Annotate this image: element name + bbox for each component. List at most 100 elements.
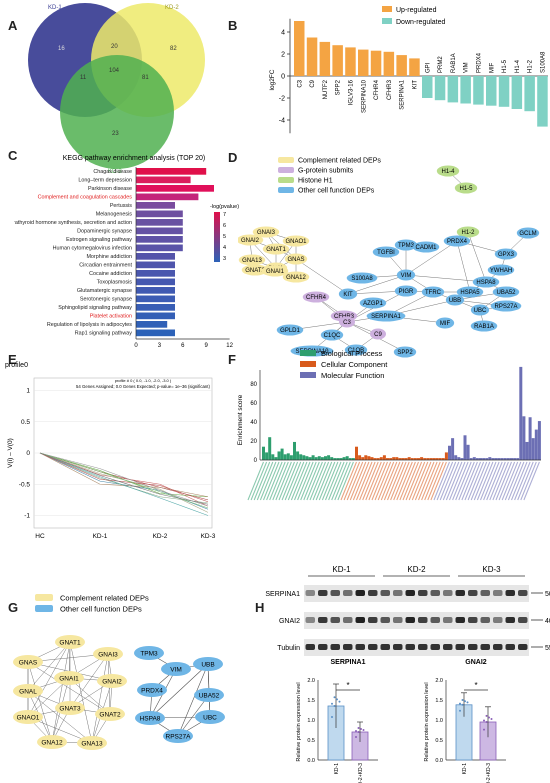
enrichment-bar xyxy=(438,458,442,460)
legend-label: Cellular Component xyxy=(321,360,388,369)
y-tick-label: 0.5 xyxy=(21,419,30,426)
kda-label: 40kDa xyxy=(545,618,550,625)
up-bar xyxy=(294,21,305,76)
network-edge xyxy=(177,694,210,737)
network-node-label: GNAS xyxy=(287,257,304,263)
pathway-label: Circadian entrainment xyxy=(79,262,132,268)
y-tick-label: -0.5 xyxy=(19,481,31,488)
blot-band xyxy=(418,590,428,596)
venn-count: 104 xyxy=(109,68,120,74)
y-axis-label: log2FC xyxy=(269,69,276,90)
data-point xyxy=(483,728,485,731)
blot-band xyxy=(418,644,428,650)
network-node-label: UBB xyxy=(201,661,214,668)
network-node-label: RPS27A xyxy=(494,304,517,310)
network-node xyxy=(193,657,223,671)
up-bar xyxy=(358,49,369,76)
pathway-label: Long–term depression xyxy=(78,177,132,183)
term-label-placeholder xyxy=(520,461,537,501)
x-tick-label: HC xyxy=(35,533,45,540)
blot-band xyxy=(330,617,340,623)
up-bar xyxy=(319,41,331,76)
blot-band xyxy=(318,590,328,596)
down-bar-label: RAB1A xyxy=(451,53,457,73)
network-node-label: GNAL xyxy=(19,688,37,695)
data-point xyxy=(490,717,493,720)
blot-band xyxy=(330,644,340,650)
profile-gene-line xyxy=(39,452,209,507)
enrichment-bar xyxy=(510,458,513,460)
enrichment-bar xyxy=(351,458,355,460)
up-bar xyxy=(345,47,356,76)
term-label-placeholder xyxy=(452,461,469,501)
blot-band xyxy=(480,644,490,650)
profile-gene-line xyxy=(39,452,209,503)
network-node xyxy=(472,276,500,288)
y-tick-label: 2.0 xyxy=(435,678,443,684)
legend-label-up: Up-regulated xyxy=(396,7,437,14)
venn-count: 11 xyxy=(80,75,87,81)
term-label-placeholder xyxy=(461,461,478,501)
term-label-placeholder xyxy=(504,461,522,501)
venn-count: 16 xyxy=(58,46,65,52)
data-point xyxy=(485,721,488,723)
network-node xyxy=(93,647,123,661)
enrichment-bar xyxy=(448,445,451,460)
profile-gene-line xyxy=(39,452,209,509)
term-label-placeholder xyxy=(340,461,358,501)
network-node-label: TPM3 xyxy=(140,650,158,657)
network-node xyxy=(445,294,465,306)
log2fc-bar-chart: -4 -2 0 2 4 log2FC C3 C9 NUTF2 SPP2 IGLV3-16 SERPIN… xyxy=(269,6,548,134)
pathway-bar xyxy=(136,295,175,303)
y-tick-label: 1 xyxy=(26,388,30,395)
panel-label-c: C xyxy=(8,148,18,163)
pathway-bar xyxy=(136,253,175,260)
term-label-placeholder xyxy=(442,461,460,501)
enrichment-bar xyxy=(342,457,346,460)
network-node-label: GNAT2 xyxy=(99,711,121,718)
y-tick-label: 2 xyxy=(281,52,285,59)
network-node-label: CFHR4 xyxy=(306,295,327,301)
enrichment-bar xyxy=(460,458,464,460)
network-edge xyxy=(405,274,487,283)
network-node-label: GNA12 xyxy=(286,275,306,281)
pathway-bar xyxy=(136,321,168,328)
x-tick-label: KD-1 xyxy=(462,763,468,775)
profile-gene-line xyxy=(39,452,209,516)
panel-label-b: B xyxy=(228,18,238,33)
network-node xyxy=(344,344,368,356)
network-node-label: C1QC xyxy=(324,333,341,339)
term-label-placeholder xyxy=(455,461,472,501)
enrichment-bar xyxy=(426,458,430,460)
network-node xyxy=(443,235,471,247)
term-label-placeholder xyxy=(321,461,339,501)
term-label-placeholder xyxy=(269,461,286,501)
term-label-placeholder xyxy=(458,461,475,501)
legend-swatch-up xyxy=(382,6,392,12)
network-node xyxy=(492,286,520,298)
term-label-placeholder xyxy=(337,461,354,501)
legend-label: Histone H1 xyxy=(298,178,333,185)
chart-title: KEGG pathway enrichment analysis (TOP 20… xyxy=(63,155,206,162)
term-label-placeholder xyxy=(297,461,314,501)
legend-label: Other cell function DEPs xyxy=(60,605,142,614)
pathway-label: Serotonergic synapse xyxy=(80,296,132,302)
enrichment-bar xyxy=(494,458,498,460)
term-label-placeholder xyxy=(483,461,500,501)
network-node-label: C9 xyxy=(374,332,382,338)
term-label-placeholder xyxy=(421,461,438,501)
up-bar xyxy=(306,37,318,76)
panel-label-a: A xyxy=(8,18,18,33)
network-node-label: GNAS xyxy=(19,659,38,666)
blot-band xyxy=(455,644,465,650)
x-tick-label: KD-1 xyxy=(93,533,108,540)
network-node-label: TFRC xyxy=(425,290,442,296)
pathway-bar xyxy=(136,287,175,294)
panel-label-g: G xyxy=(8,600,19,615)
network-node-label: YWHAH xyxy=(490,268,512,274)
enrichment-bar xyxy=(417,458,420,460)
network-node-label: GNAI1 xyxy=(266,269,285,275)
enrichment-bar xyxy=(513,458,517,460)
enrichment-bar xyxy=(364,455,368,460)
y-tick-label: 40 xyxy=(250,420,257,426)
